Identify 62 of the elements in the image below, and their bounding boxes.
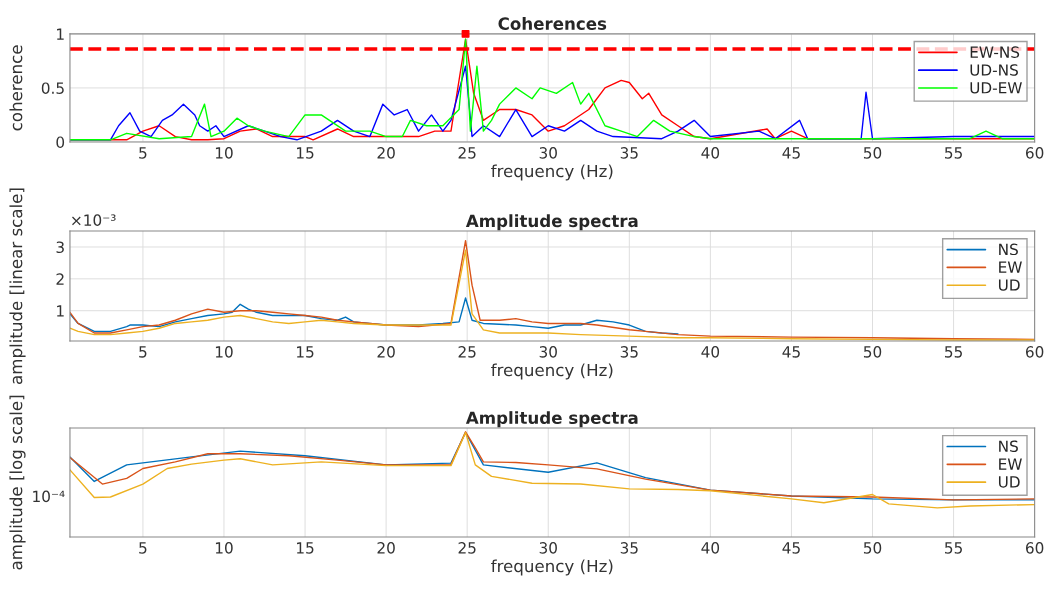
x-axis-title: frequency (Hz) (491, 164, 613, 181)
y-axis-title: coherence (9, 45, 23, 131)
legend-label: NS (999, 440, 1018, 453)
legend-label: UD-NS (970, 64, 1018, 76)
x-tick-label: 25 (458, 542, 476, 554)
x-tick-label: 20 (377, 147, 395, 159)
x-tick-label: 60 (1025, 346, 1044, 358)
text: ×10⁻³ (72, 214, 116, 226)
x-tick-label: 35 (620, 346, 638, 358)
x-axis-title: frequency (Hz) (491, 559, 613, 576)
x-tick-label: 45 (782, 346, 800, 358)
chart-title: Amplitude spectra (465, 411, 638, 428)
x-tick-label: 60 (1025, 542, 1044, 554)
legend-label: EW (999, 458, 1022, 470)
chart-title: Coherences (498, 17, 607, 30)
x-tick-label: 20 (377, 346, 395, 358)
x-tick-label: 25 (458, 147, 476, 159)
legend-label: NS (999, 243, 1018, 256)
x-tick-label: 50 (863, 542, 882, 554)
x-tick-label: 40 (701, 147, 720, 159)
x-tick-label: 15 (297, 346, 314, 358)
x-tick-label: 5 (139, 542, 147, 554)
x-tick-label: 10 (215, 147, 233, 159)
x-tick-label: 55 (945, 542, 962, 554)
legend-label: UD (998, 476, 1020, 488)
x-tick-label: 55 (945, 346, 962, 358)
y-tick-label: 1 (57, 28, 64, 40)
x-tick-label: 50 (863, 147, 882, 159)
x-tick-label: 30 (539, 147, 557, 159)
x-tick-label: 60 (1025, 147, 1044, 159)
x-tick-label: 40 (701, 346, 720, 358)
x-tick-label: 30 (539, 346, 557, 358)
x-tick-label: 50 (863, 346, 882, 358)
y-tick-label: 0.5 (41, 82, 64, 94)
x-tick-label: 25 (458, 346, 476, 358)
y-axis-title: amplitude [log scale] (9, 395, 26, 570)
x-tick-label: 45 (782, 542, 800, 554)
x-tick-label: 30 (539, 542, 557, 554)
x-tick-label: 35 (620, 542, 638, 554)
x-tick-label: 15 (297, 542, 314, 554)
text: 10⁻⁴ (33, 490, 65, 503)
x-tick-label: 5 (139, 346, 147, 358)
legend-label: EW (999, 261, 1022, 273)
x-tick-label: 40 (701, 542, 720, 554)
x-tick-label: 15 (297, 147, 314, 159)
y-tick-label: 1 (57, 305, 64, 317)
legend-label: UD (998, 279, 1020, 291)
y-tick-label: 3 (56, 241, 64, 254)
x-tick-label: 10 (215, 346, 233, 358)
y-axis-title: amplitude [linear scale] (9, 188, 26, 384)
x-tick-label: 55 (945, 147, 962, 159)
legend-label: UD-EW (970, 82, 1022, 94)
chart-title: Amplitude spectra (465, 214, 638, 231)
legend-label: EW-NS (970, 46, 1020, 58)
x-tick-label: 45 (782, 147, 800, 159)
y-tick-label: 2 (56, 273, 64, 285)
y-tick-label: 0 (56, 136, 65, 148)
x-tick-label: 35 (620, 147, 638, 159)
x-tick-label: 10 (215, 542, 233, 554)
x-tick-label: 20 (377, 542, 395, 554)
x-axis-title: frequency (Hz) (491, 363, 613, 380)
x-tick-label: 5 (139, 147, 147, 159)
